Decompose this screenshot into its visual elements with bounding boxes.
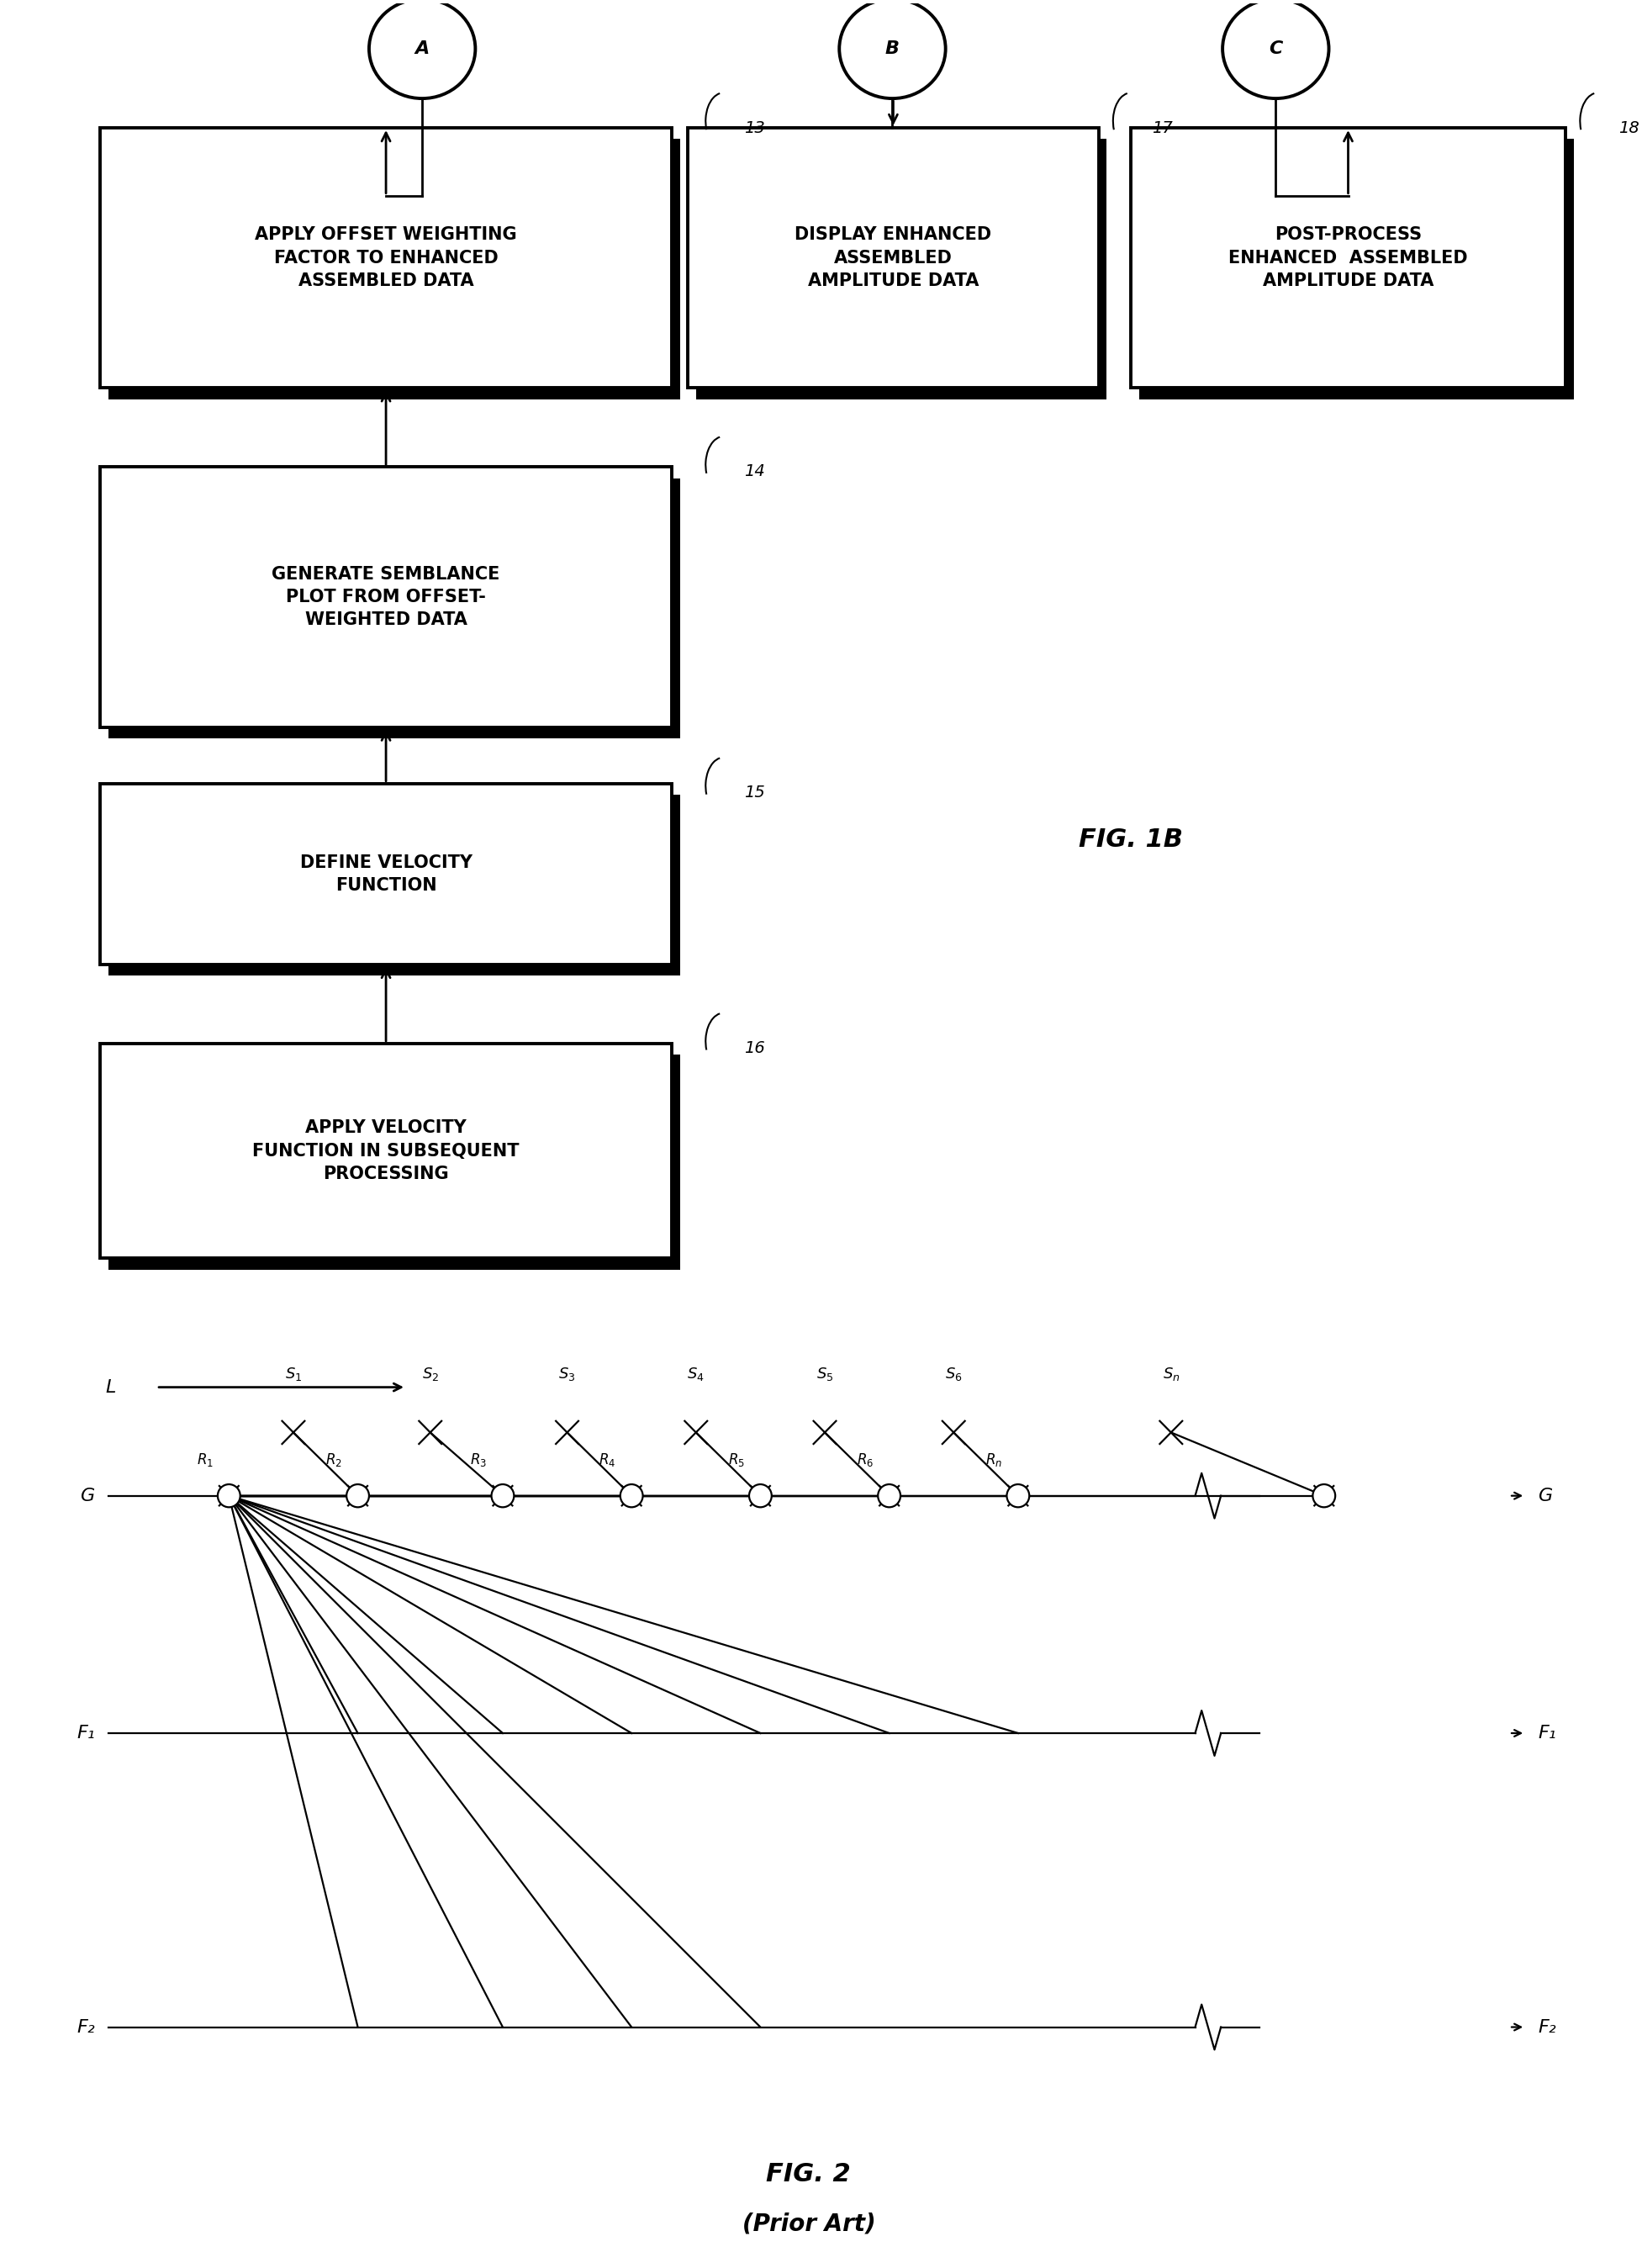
Ellipse shape: [346, 1483, 369, 1508]
FancyBboxPatch shape: [100, 1043, 672, 1259]
Text: $S_6$: $S_6$: [944, 1365, 962, 1383]
Ellipse shape: [621, 1483, 642, 1508]
Ellipse shape: [749, 1483, 772, 1508]
Text: G: G: [1539, 1488, 1553, 1504]
Text: G: G: [80, 1488, 95, 1504]
Text: 18: 18: [1619, 120, 1639, 136]
Text: (Prior Art): (Prior Art): [742, 2211, 875, 2236]
Text: APPLY VELOCITY
FUNCTION IN SUBSEQUENT
PROCESSING: APPLY VELOCITY FUNCTION IN SUBSEQUENT PR…: [253, 1120, 519, 1182]
FancyBboxPatch shape: [100, 127, 672, 388]
Text: $R_2$: $R_2$: [325, 1452, 342, 1470]
Text: POST-PROCESS
ENHANCED  ASSEMBLED
AMPLITUDE DATA: POST-PROCESS ENHANCED ASSEMBLED AMPLITUD…: [1228, 227, 1468, 288]
Text: C: C: [1269, 41, 1282, 57]
Text: $S_2$: $S_2$: [422, 1365, 438, 1383]
FancyBboxPatch shape: [100, 782, 672, 964]
Text: 13: 13: [744, 120, 765, 136]
Text: $S_1$: $S_1$: [284, 1365, 302, 1383]
Text: FIG. 2: FIG. 2: [767, 2161, 851, 2186]
FancyBboxPatch shape: [688, 127, 1098, 388]
Text: F₁: F₁: [77, 1724, 95, 1742]
Text: F₂: F₂: [1539, 2019, 1557, 2034]
Text: 16: 16: [744, 1041, 765, 1057]
Text: 17: 17: [1151, 120, 1172, 136]
Text: $R_6$: $R_6$: [857, 1452, 874, 1470]
Text: L: L: [105, 1379, 117, 1395]
Text: $R_1$: $R_1$: [197, 1452, 213, 1470]
FancyBboxPatch shape: [108, 138, 680, 399]
Ellipse shape: [1007, 1483, 1030, 1508]
Text: $R_4$: $R_4$: [599, 1452, 616, 1470]
Ellipse shape: [1223, 0, 1328, 98]
Text: A: A: [415, 41, 430, 57]
Text: F₁: F₁: [1539, 1724, 1557, 1742]
FancyBboxPatch shape: [1140, 138, 1573, 399]
Text: DEFINE VELOCITY
FUNCTION: DEFINE VELOCITY FUNCTION: [300, 855, 473, 894]
Text: B: B: [885, 41, 900, 57]
Ellipse shape: [878, 1483, 900, 1508]
Ellipse shape: [369, 0, 475, 98]
Text: $S_3$: $S_3$: [558, 1365, 576, 1383]
Text: $S_n$: $S_n$: [1163, 1365, 1179, 1383]
Text: APPLY OFFSET WEIGHTING
FACTOR TO ENHANCED
ASSEMBLED DATA: APPLY OFFSET WEIGHTING FACTOR TO ENHANCE…: [255, 227, 517, 288]
Text: GENERATE SEMBLANCE
PLOT FROM OFFSET-
WEIGHTED DATA: GENERATE SEMBLANCE PLOT FROM OFFSET- WEI…: [273, 565, 501, 628]
Ellipse shape: [218, 1483, 240, 1508]
FancyBboxPatch shape: [108, 1055, 680, 1270]
FancyBboxPatch shape: [108, 794, 680, 975]
Text: $R_n$: $R_n$: [985, 1452, 1002, 1470]
Ellipse shape: [839, 0, 946, 98]
Ellipse shape: [1312, 1483, 1335, 1508]
Text: $S_5$: $S_5$: [816, 1365, 834, 1383]
FancyBboxPatch shape: [108, 479, 680, 739]
Text: $S_4$: $S_4$: [688, 1365, 704, 1383]
Text: 14: 14: [744, 463, 765, 479]
Text: FIG. 1B: FIG. 1B: [1079, 828, 1182, 853]
Text: DISPLAY ENHANCED
ASSEMBLED
AMPLITUDE DATA: DISPLAY ENHANCED ASSEMBLED AMPLITUDE DAT…: [795, 227, 992, 288]
FancyBboxPatch shape: [1131, 127, 1565, 388]
Text: F₂: F₂: [77, 2019, 95, 2034]
Ellipse shape: [491, 1483, 514, 1508]
Text: 15: 15: [744, 785, 765, 801]
FancyBboxPatch shape: [100, 467, 672, 728]
Text: $R_3$: $R_3$: [470, 1452, 488, 1470]
Text: $R_5$: $R_5$: [727, 1452, 744, 1470]
FancyBboxPatch shape: [696, 138, 1107, 399]
